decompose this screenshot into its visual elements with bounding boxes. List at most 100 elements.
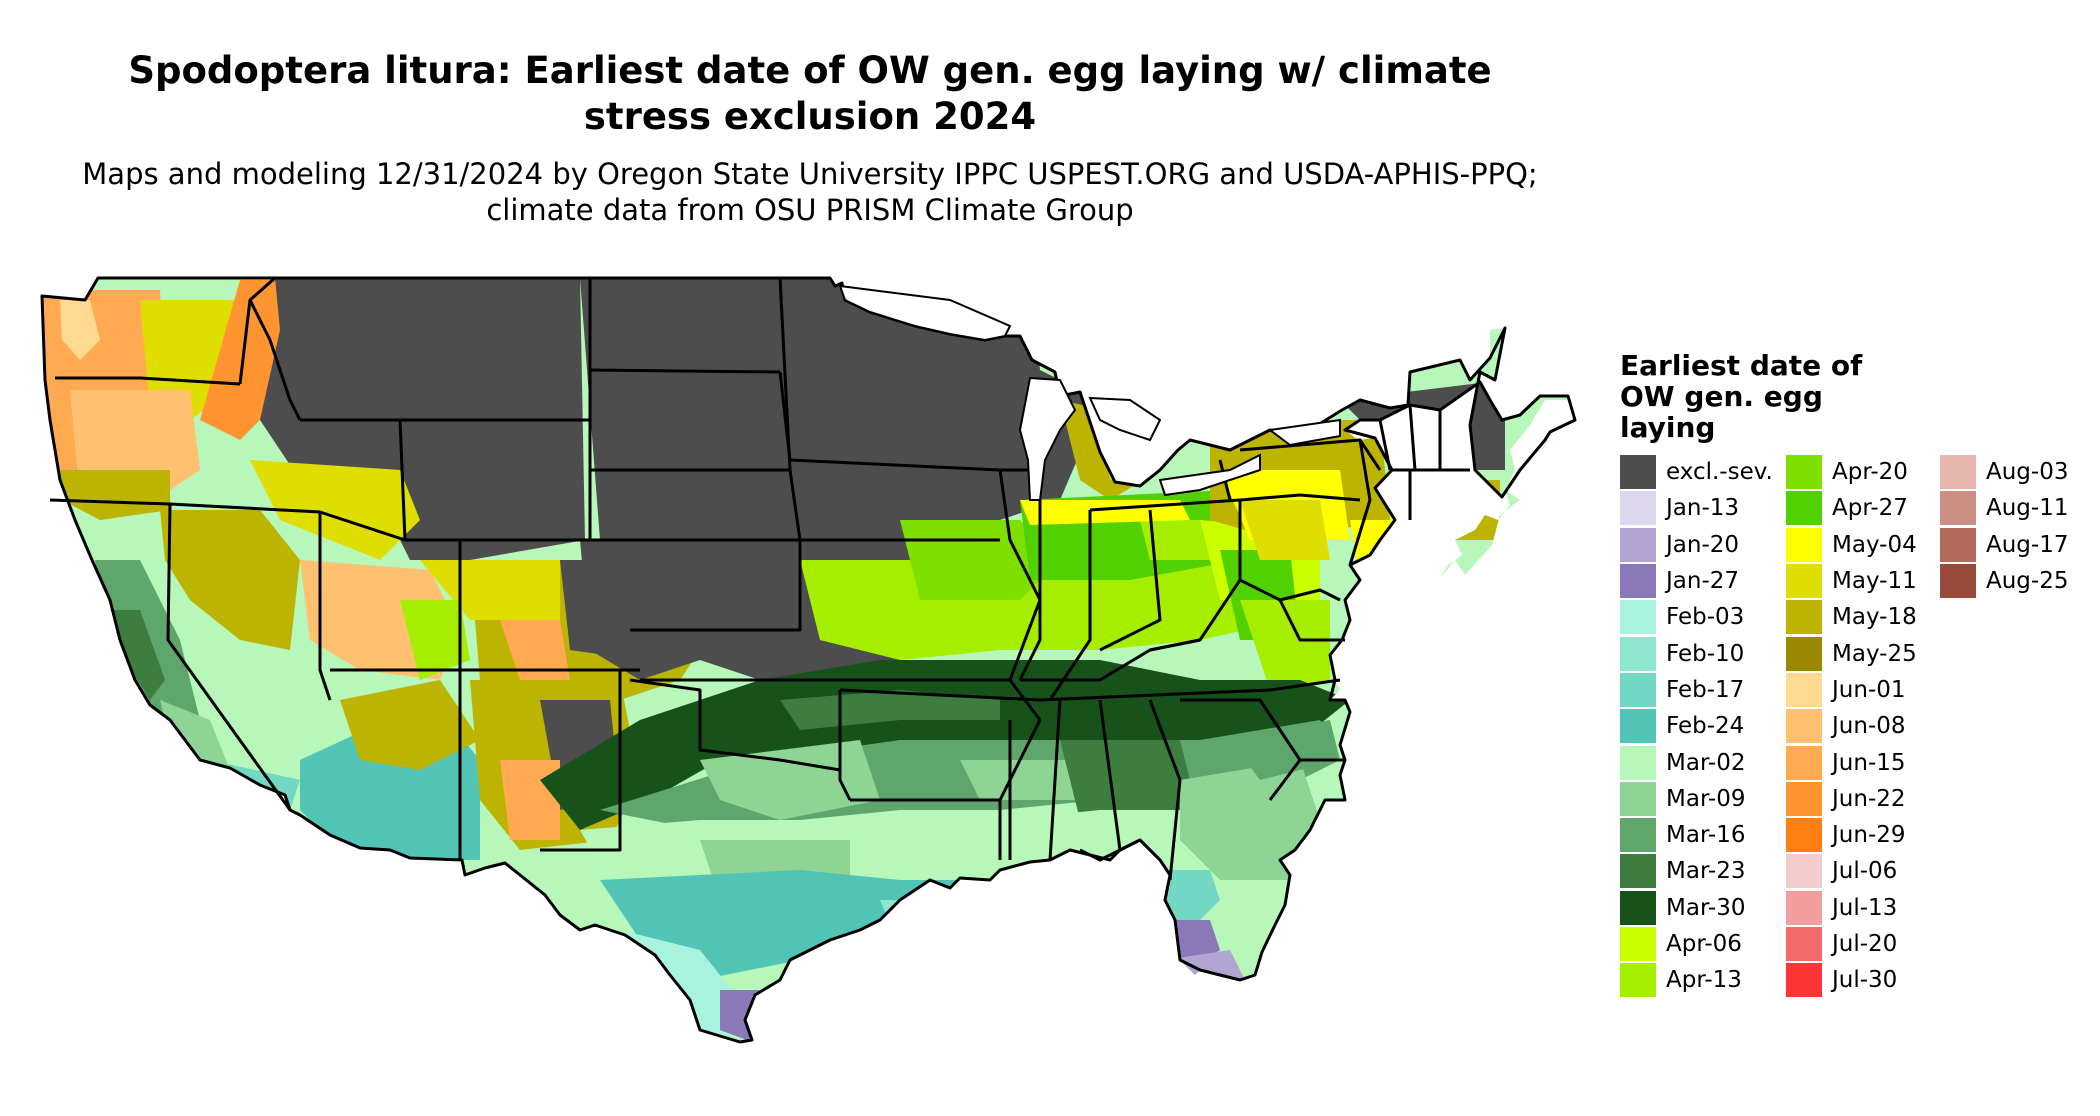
legend-label: Jan-13 <box>1666 495 1740 522</box>
legend-label: Jun-22 <box>1832 785 1906 812</box>
legend-label: Jun-01 <box>1832 676 1906 703</box>
legend-label: Jun-08 <box>1832 713 1906 740</box>
legend-swatch <box>1940 491 1976 526</box>
legend-label: excl.-sev. <box>1666 459 1773 486</box>
legend-swatch <box>1620 600 1656 635</box>
legend-item: Jan-27 <box>1620 563 1773 599</box>
legend-item: Jan-20 <box>1620 527 1773 563</box>
legend-column-3: Aug-03 Aug-11 Aug-17 Aug-25 <box>1940 454 2068 599</box>
legend-item: Aug-17 <box>1940 527 2068 563</box>
legend-swatch <box>1620 564 1656 599</box>
legend-swatch <box>1620 491 1656 526</box>
legend-label: May-25 <box>1832 640 1917 667</box>
map-subtitle: Maps and modeling 12/31/2024 by Oregon S… <box>82 157 1538 227</box>
legend-swatch <box>1620 527 1656 562</box>
legend-item: Apr-13 <box>1620 962 1773 998</box>
legend-label: Feb-17 <box>1666 676 1745 703</box>
legend-swatch <box>1620 672 1656 707</box>
legend-item: Jan-13 <box>1620 490 1773 526</box>
legend-swatch <box>1620 636 1656 671</box>
legend-title: Earliest date of OW gen. egg laying <box>1620 349 1863 444</box>
legend-label: Mar-30 <box>1666 894 1746 921</box>
legend-label: Jan-27 <box>1666 568 1740 595</box>
legend-swatch <box>1620 890 1656 925</box>
legend-item: May-11 <box>1786 563 1917 599</box>
legend-swatch <box>1620 818 1656 853</box>
legend-swatch <box>1786 527 1822 562</box>
legend-item: Feb-24 <box>1620 708 1773 744</box>
legend-label: Mar-16 <box>1666 822 1746 849</box>
legend-item: Apr-27 <box>1786 490 1917 526</box>
legend-label: Apr-20 <box>1832 459 1908 486</box>
legend-label: Aug-17 <box>1986 531 2069 558</box>
legend-item: Mar-16 <box>1620 817 1773 853</box>
legend-label: Jul-20 <box>1832 931 1898 957</box>
legend-item: Jun-08 <box>1786 708 1917 744</box>
legend-label: Apr-27 <box>1832 495 1908 522</box>
legend-item: Mar-30 <box>1620 890 1773 926</box>
legend-swatch <box>1620 709 1656 744</box>
legend-item: May-04 <box>1786 527 1917 563</box>
legend-item: Apr-20 <box>1786 454 1917 490</box>
legend-label: Jul-13 <box>1832 894 1898 921</box>
legend-item: Aug-25 <box>1940 563 2068 599</box>
legend-swatch <box>1786 781 1822 816</box>
legend-label: Feb-24 <box>1666 713 1745 740</box>
legend-label: Aug-03 <box>1986 459 2069 486</box>
legend-label: May-18 <box>1832 604 1917 631</box>
legend-label: Mar-02 <box>1666 749 1746 776</box>
legend-item: Jul-20 <box>1786 926 1917 962</box>
legend-item: May-25 <box>1786 635 1917 671</box>
legend-item: Feb-03 <box>1620 599 1773 635</box>
legend-item: Mar-02 <box>1620 744 1773 780</box>
legend-item: Aug-03 <box>1940 454 2068 490</box>
legend-label: Feb-10 <box>1666 640 1745 667</box>
legend-swatch <box>1940 527 1976 562</box>
legend-label: Apr-13 <box>1666 967 1742 994</box>
legend-swatch <box>1620 455 1656 490</box>
legend-swatch <box>1786 600 1822 635</box>
legend-label: Jul-30 <box>1832 967 1898 994</box>
legend-swatch <box>1620 927 1656 961</box>
legend-item: Mar-23 <box>1620 853 1773 889</box>
legend-swatch <box>1786 491 1822 526</box>
legend-item: Jul-06 <box>1786 853 1917 889</box>
legend-label: Jan-20 <box>1666 531 1740 558</box>
legend-label: Aug-25 <box>1986 568 2069 595</box>
legend-item: Feb-10 <box>1620 635 1773 671</box>
legend-label: Jun-15 <box>1832 749 1906 776</box>
legend-swatch <box>1620 854 1656 889</box>
legend-item: Jun-15 <box>1786 744 1917 780</box>
legend-item: Feb-17 <box>1620 672 1773 708</box>
legend-swatch <box>1620 963 1656 998</box>
legend-swatch <box>1786 636 1822 671</box>
legend-swatch <box>1786 927 1822 961</box>
legend-item: Jul-30 <box>1786 962 1917 998</box>
legend-label: May-04 <box>1832 531 1917 558</box>
legend-swatch <box>1940 564 1976 599</box>
legend-swatch <box>1786 564 1822 599</box>
legend-swatch <box>1786 890 1822 925</box>
legend-swatch <box>1786 854 1822 889</box>
legend-label: Aug-11 <box>1986 495 2069 522</box>
legend-label: Jul-06 <box>1832 858 1898 885</box>
legend-swatch <box>1940 455 1976 490</box>
legend-swatch <box>1786 963 1822 998</box>
legend-swatch <box>1786 709 1822 744</box>
legend-label: Apr-06 <box>1666 931 1742 957</box>
legend-column-2: Apr-20 Apr-27 May-04 May-11 May-18 May-2… <box>1786 454 1917 998</box>
legend-item: Jul-13 <box>1786 890 1917 926</box>
legend-column-1: excl.-sev. Jan-13 Jan-20 Jan-27 Feb-03 F… <box>1620 454 1773 998</box>
legend-swatch <box>1786 818 1822 853</box>
legend-item: Mar-09 <box>1620 781 1773 817</box>
legend-item: Apr-06 <box>1620 926 1773 962</box>
legend-label: Mar-09 <box>1666 785 1746 812</box>
legend-label: Mar-23 <box>1666 858 1746 885</box>
legend-item: Jun-29 <box>1786 817 1917 853</box>
legend-label: May-11 <box>1832 568 1917 595</box>
legend-swatch <box>1786 455 1822 490</box>
legend-item: Jun-22 <box>1786 781 1917 817</box>
legend-swatch <box>1620 745 1656 780</box>
legend-swatch <box>1620 781 1656 816</box>
